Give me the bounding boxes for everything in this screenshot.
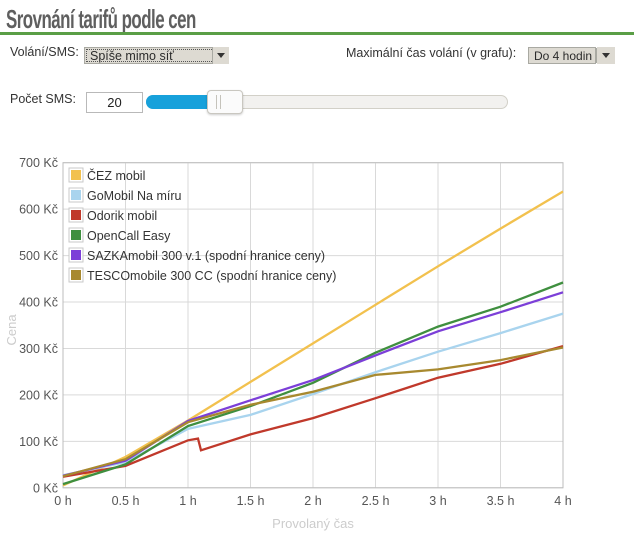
svg-text:300 Kč: 300 Kč	[19, 342, 58, 356]
svg-text:100 Kč: 100 Kč	[19, 435, 58, 449]
svg-text:500 Kč: 500 Kč	[19, 249, 58, 263]
svg-text:200 Kč: 200 Kč	[19, 389, 58, 403]
svg-text:Provolaný čas: Provolaný čas	[272, 516, 354, 531]
svg-text:600 Kč: 600 Kč	[19, 203, 58, 217]
svg-text:3.5 h: 3.5 h	[487, 494, 515, 508]
svg-text:1 h: 1 h	[179, 494, 196, 508]
svg-text:ČEZ mobil: ČEZ mobil	[87, 168, 145, 183]
svg-text:Cena: Cena	[4, 314, 19, 346]
svg-text:GoMobil Na míru: GoMobil Na míru	[87, 189, 182, 203]
svg-text:Odorik mobil: Odorik mobil	[87, 209, 157, 223]
svg-text:1.5 h: 1.5 h	[237, 494, 265, 508]
svg-text:OpenCall Easy: OpenCall Easy	[87, 229, 171, 243]
svg-text:2 h: 2 h	[304, 494, 321, 508]
svg-text:0 h: 0 h	[54, 494, 71, 508]
svg-text:4 h: 4 h	[554, 494, 571, 508]
svg-text:0.5 h: 0.5 h	[112, 494, 140, 508]
svg-text:SAZKAmobil 300 v.1 (spodní hra: SAZKAmobil 300 v.1 (spodní hranice ceny)	[87, 249, 325, 263]
svg-text:3 h: 3 h	[429, 494, 446, 508]
svg-text:400 Kč: 400 Kč	[19, 296, 58, 310]
svg-text:TESCOmobile 300 CC (spodní hra: TESCOmobile 300 CC (spodní hranice ceny)	[87, 269, 336, 283]
svg-text:700 Kč: 700 Kč	[19, 156, 58, 170]
svg-text:2.5 h: 2.5 h	[362, 494, 390, 508]
